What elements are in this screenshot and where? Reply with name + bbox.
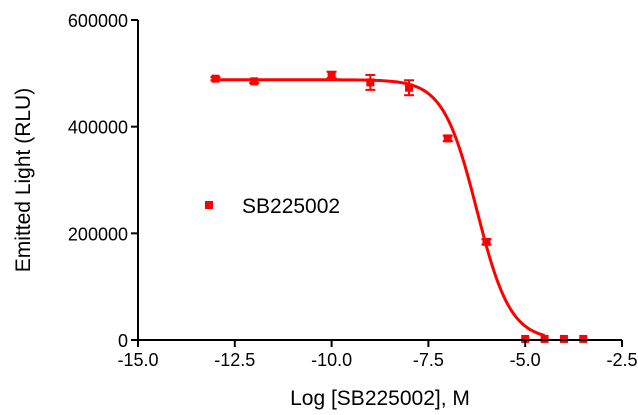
- y-tick-label: 0: [118, 331, 128, 351]
- data-point: [211, 74, 220, 83]
- y-tick-label: 200000: [68, 224, 128, 244]
- data-point: [250, 77, 259, 86]
- data-point: [559, 334, 568, 343]
- fit-curve: [215, 78, 545, 337]
- x-tick-label: -7.5: [413, 350, 444, 370]
- x-tick-label: -10.0: [311, 350, 352, 370]
- legend-marker: [205, 201, 213, 209]
- y-tick-label: 400000: [68, 118, 128, 138]
- data-point: [327, 70, 336, 79]
- data-point: [405, 83, 414, 92]
- x-axis-label: Log [SB225002], M: [290, 387, 470, 410]
- x-axis: -15.0 -12.5 -10.0 -7.5 -5.0 -2.5: [117, 339, 638, 370]
- y-axis-label: Emitted Light (RLU): [12, 88, 35, 272]
- y-axis: 0 200000 400000 600000: [68, 11, 139, 351]
- legend-label: SB225002: [242, 195, 340, 218]
- data-point: [540, 334, 549, 343]
- x-tick-label: -2.5: [606, 350, 637, 370]
- data-point: [366, 78, 375, 87]
- data-point: [482, 237, 491, 246]
- x-tick-label: -12.5: [214, 350, 255, 370]
- y-tick-label: 600000: [68, 11, 128, 31]
- data-point: [579, 334, 588, 343]
- x-tick-label: -15.0: [117, 350, 158, 370]
- legend: SB225002: [205, 195, 340, 218]
- data-point: [521, 334, 530, 343]
- x-tick-label: -5.0: [510, 350, 541, 370]
- plot-area: [210, 70, 588, 343]
- data-point: [443, 134, 452, 143]
